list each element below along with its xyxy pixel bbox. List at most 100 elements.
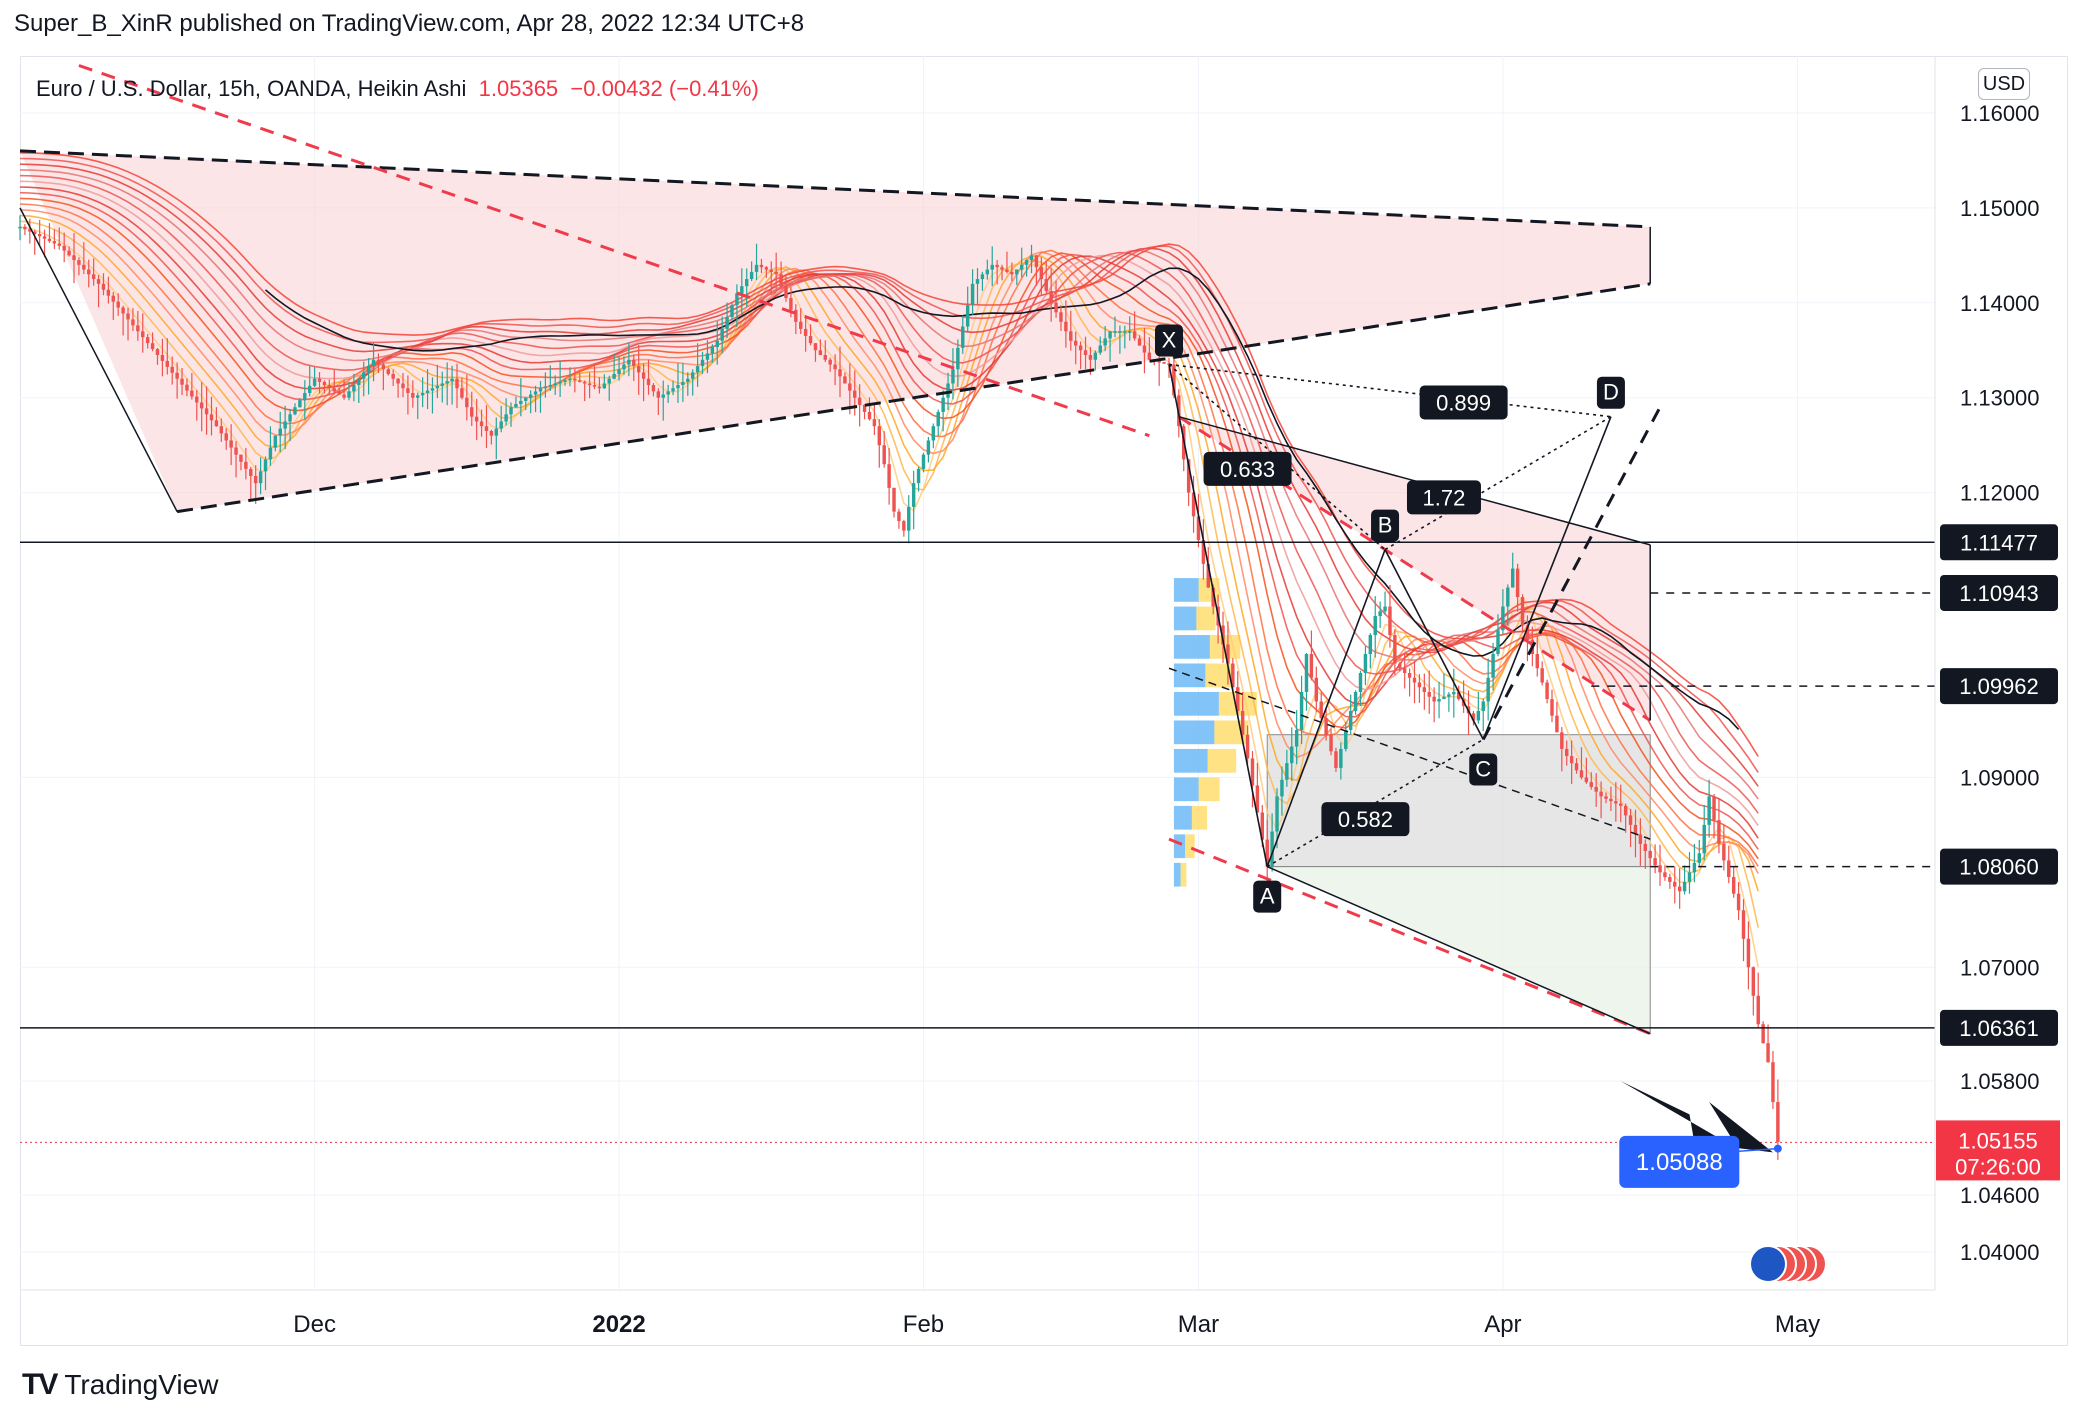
candle-body [195,396,199,403]
candle-body [1614,801,1618,804]
candle-body [651,385,656,392]
candle-body [735,293,739,306]
publisher-line: Super_B_XinR published on TradingView.co… [14,10,805,37]
candle-body [1103,338,1107,346]
candle-body [312,378,317,386]
candle-body [666,391,670,395]
price-tick-label: 1.15000 [1960,196,2040,221]
candle-body [131,319,135,326]
ribbon-line [19,163,1759,787]
candle-body [1741,910,1746,939]
price-tag-label: 1.09962 [1959,674,2039,699]
candle-body [141,331,145,338]
candle-body [1628,815,1633,825]
candle-body [145,337,150,344]
candle-body [833,364,837,370]
candle-body [204,408,209,415]
candle-body [1172,364,1176,396]
candle-body [818,350,823,356]
chart-frame[interactable] [20,56,2068,1346]
candle-body [465,397,469,408]
candle-body [1417,682,1422,688]
candle-body [72,255,76,261]
candle-body [1555,715,1559,733]
candle-body [1108,331,1112,339]
candle-body [887,464,891,488]
candle-body [1186,459,1191,493]
candle-body [1638,834,1643,844]
candle-body [1388,606,1392,636]
point-badge-X [1155,324,1183,357]
candle-body [1270,831,1274,867]
candle-body [18,226,22,229]
candle-body [1206,563,1211,588]
candle-body [1707,796,1711,825]
candle-body [1005,269,1009,272]
candle-body [617,369,621,374]
candle-body [47,238,52,242]
candle-body [307,385,312,393]
ratio-xd [1168,363,1612,418]
candle-body [420,392,425,396]
candle-body [867,411,872,420]
candle-body [740,286,744,294]
point-badge-D [1596,376,1625,409]
volume-bar-up [1173,578,1199,602]
currency-button[interactable]: USD [1978,68,2030,100]
candle-body [391,373,395,379]
candle-body [1393,635,1397,664]
candle-body [764,267,769,270]
candle-body [1240,710,1245,735]
candle-body [1010,271,1014,275]
candle-body [1565,748,1569,757]
candle-body [1378,611,1382,617]
candle-body [1132,331,1137,339]
candle-body [1756,995,1760,1025]
price-tag-label: 1.08060 [1959,855,2039,880]
candle-body [1407,673,1412,678]
candle-body [705,353,710,360]
candle-body [1476,710,1481,721]
candle-body [587,383,592,386]
candle-body [1398,663,1402,669]
candle-body [1722,843,1726,861]
candle-body [96,279,101,284]
trend-lines [19,64,1662,1036]
candle-body [1452,691,1456,695]
volume-bar-up [1173,862,1181,887]
candle-body [111,295,116,302]
time-axis[interactable]: Dec 2022 Feb Mar Apr May [20,1289,1935,1338]
candle-body [82,264,86,270]
candle-body [931,426,936,441]
candle-body [1776,1102,1780,1142]
point-label-C: C [1475,756,1491,781]
candle-body [862,404,867,412]
candle-body [941,397,945,412]
candle-body [1280,779,1284,797]
candle-body [838,369,842,377]
ribbon-line [19,209,1759,874]
candle-body [327,385,332,389]
candle-body [416,395,420,398]
ratio-label: 0.899 [1436,390,1491,415]
volume-bar-up [1173,834,1186,859]
candle-body [322,381,327,386]
candle-body [229,440,233,448]
candle-body [1506,587,1510,607]
candle-body [956,347,960,370]
candle-body [1432,696,1436,702]
candle-body [106,289,111,296]
volume-bar-down [1205,663,1233,688]
candle-body [180,378,184,385]
candle-body [1245,734,1250,759]
candle-body [1358,673,1363,692]
candle-body [293,407,297,415]
ribbon-line [19,214,1759,892]
volume-bar-down [1191,805,1208,830]
price-axis[interactable]: 1.04000 1.04600 1.05800 1.07000 1.09000 1.120… [1934,56,2040,1290]
candle-body [1324,718,1328,735]
candle-body [450,378,454,382]
volume-bar-up [1173,805,1192,830]
candle-body [995,264,999,268]
